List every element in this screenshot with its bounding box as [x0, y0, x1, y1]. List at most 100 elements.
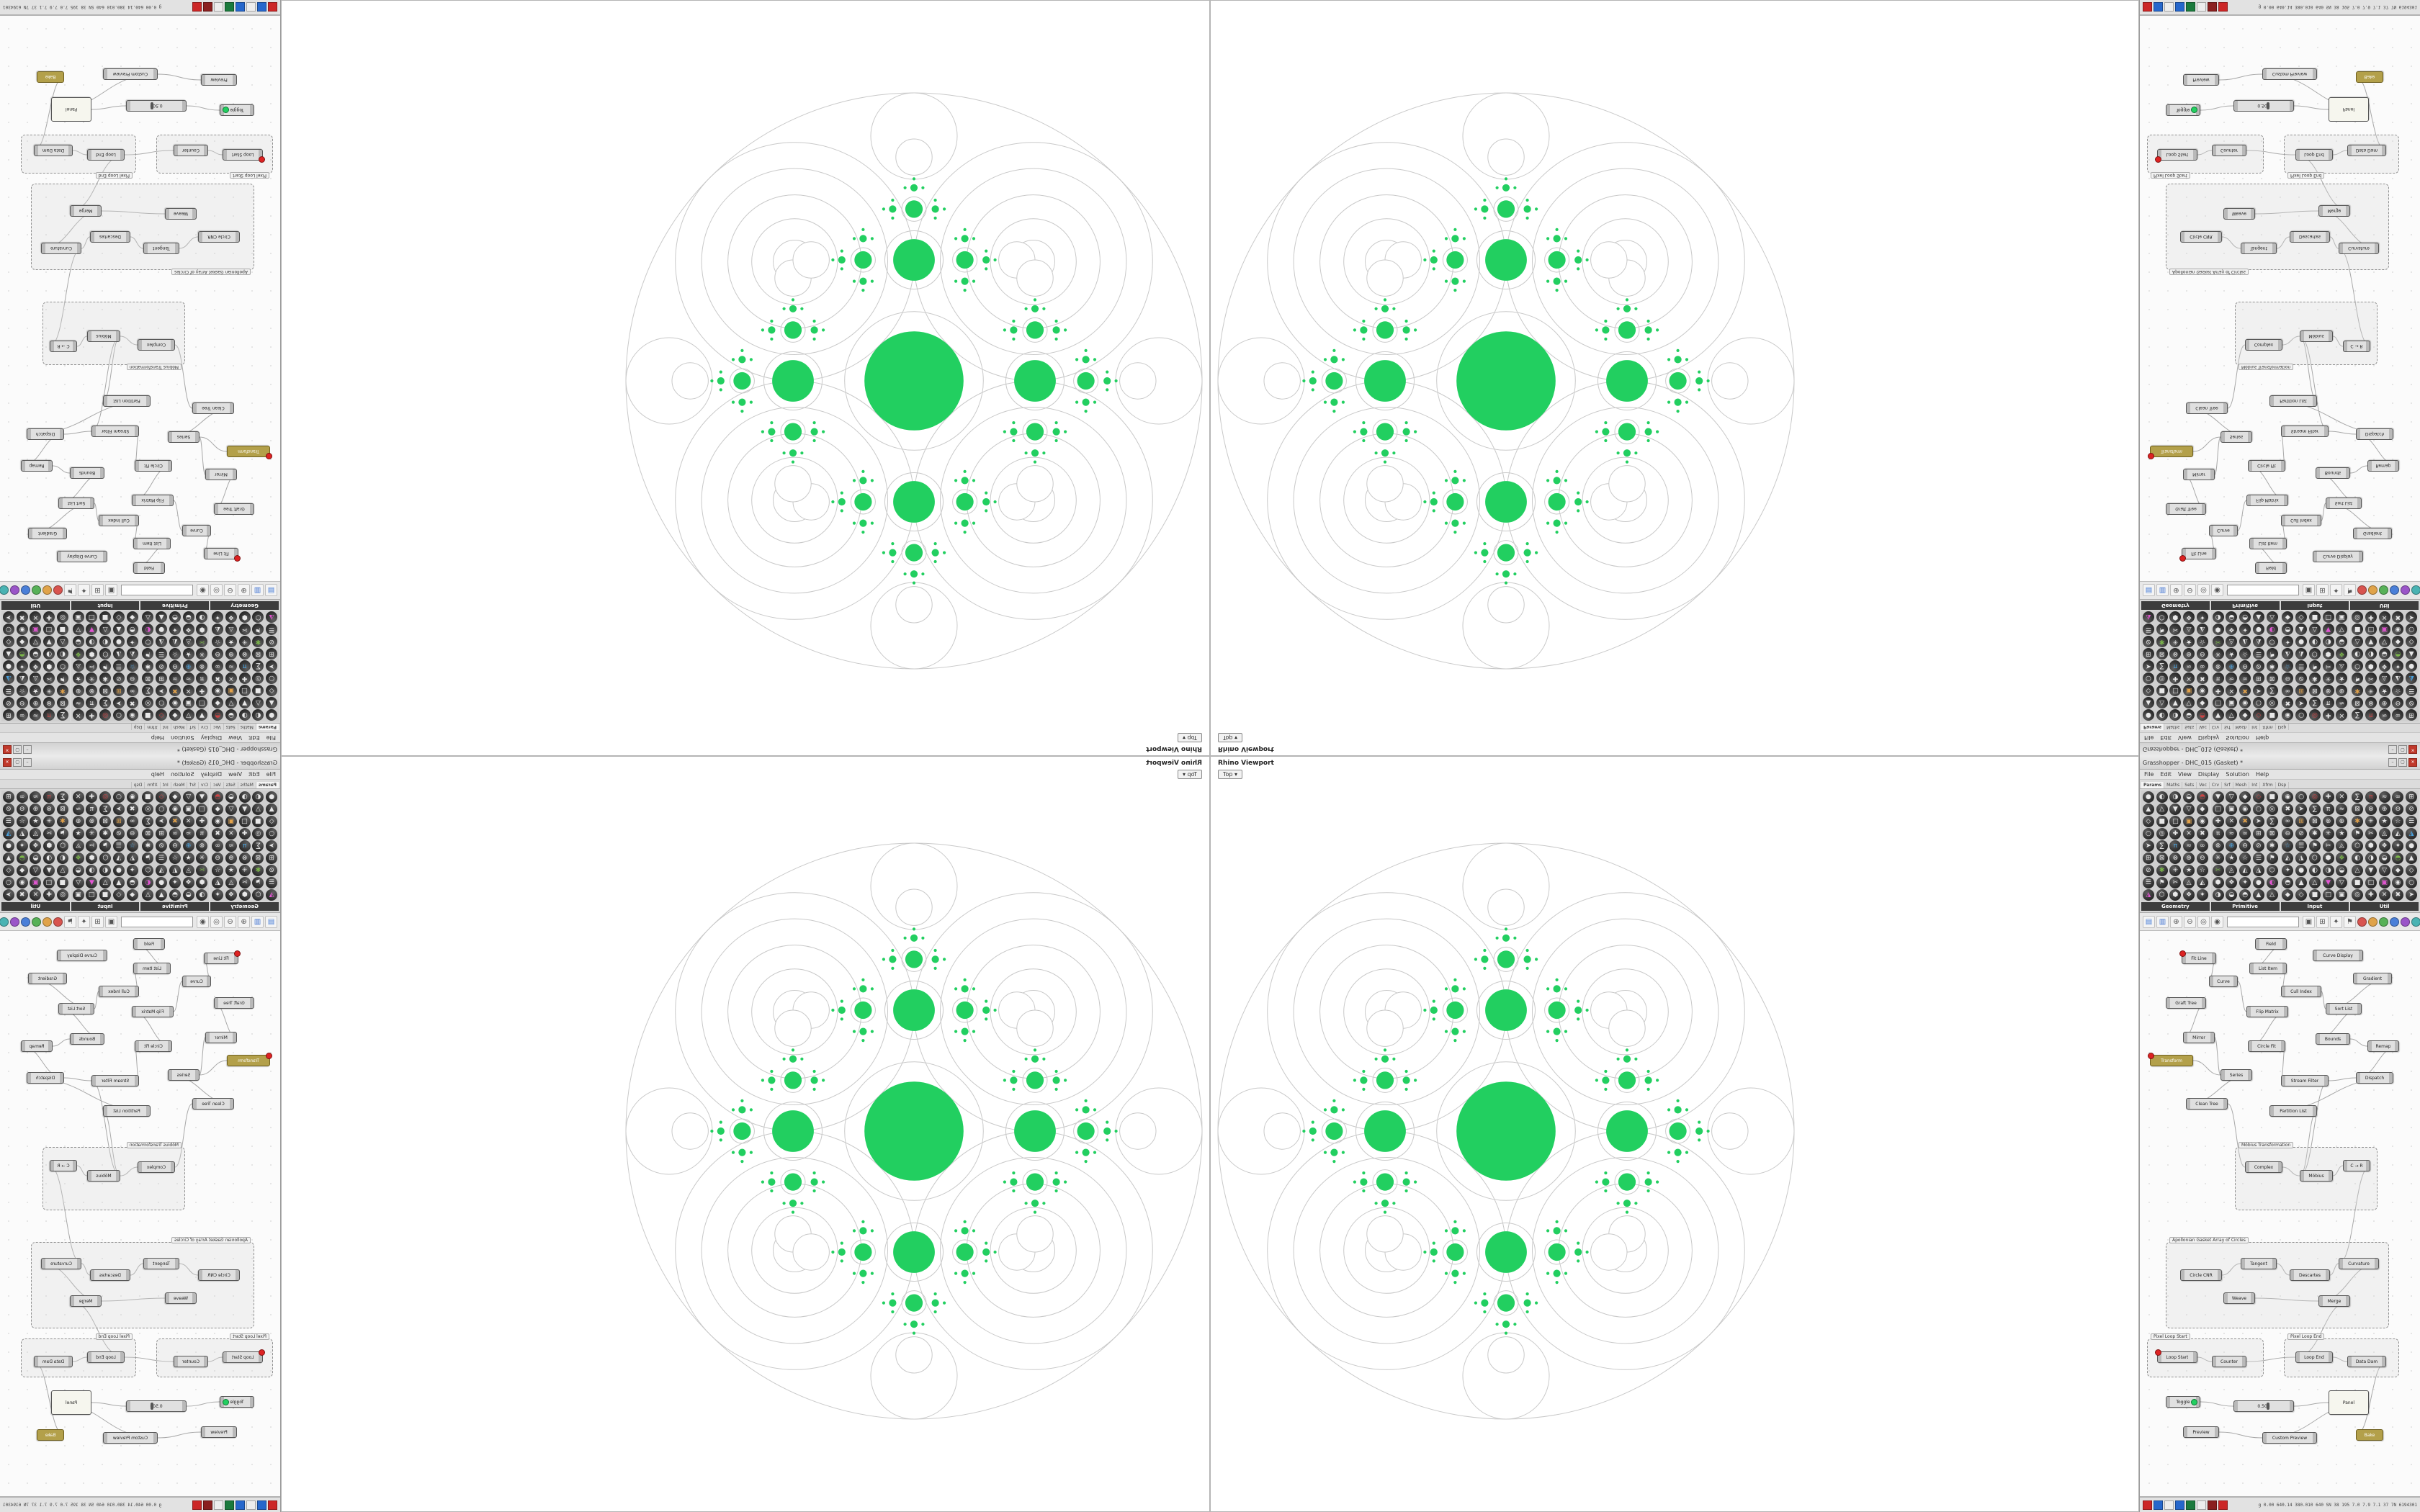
component-icon[interactable]: ✳	[2322, 672, 2334, 684]
component-icon[interactable]: ○	[112, 709, 125, 721]
component-tab-srf[interactable]: Srf	[2222, 782, 2233, 788]
component-icon[interactable]: ◬	[2183, 624, 2195, 635]
gh-node[interactable]: Fit Line	[2179, 950, 2216, 964]
gh-node[interactable]: Custom Preview	[2262, 68, 2317, 80]
gh-node[interactable]: Bounds	[70, 467, 104, 479]
component-icon[interactable]: ✚	[43, 889, 55, 901]
component-icon[interactable]: ⬢	[2169, 889, 2182, 901]
component-tab-mesh[interactable]: Mesh	[170, 724, 187, 730]
component-icon[interactable]: ●	[156, 877, 168, 888]
node-group[interactable]: Apollonian Gasket Array of Circles	[31, 184, 254, 275]
gh-node[interactable]: Counter	[2212, 145, 2246, 156]
zoom-extents-icon[interactable]: ◎	[2197, 915, 2210, 928]
gh-node[interactable]: Bake	[37, 71, 64, 83]
component-icon[interactable]: ◑	[2169, 709, 2182, 721]
component-icon[interactable]: ≈	[182, 828, 194, 840]
component-icon[interactable]: ◮	[112, 852, 125, 864]
component-icon[interactable]: ▽	[2183, 804, 2195, 815]
gh-node[interactable]: C → R	[2343, 341, 2370, 352]
component-icon[interactable]: ⚑	[252, 624, 264, 635]
component-tab-srf[interactable]: Srf	[187, 724, 198, 730]
gh-node[interactable]: Möbius	[87, 1170, 120, 1182]
component-icon[interactable]: △	[99, 877, 112, 888]
component-icon[interactable]: ◆	[169, 709, 181, 721]
rhino-viewport-window[interactable]: Rhino Viewport Top ▾	[1210, 0, 2139, 756]
gh-node[interactable]: Panel	[2329, 97, 2369, 122]
menu-item-file[interactable]: File	[2144, 734, 2154, 741]
component-icon[interactable]: ◇	[2252, 791, 2264, 803]
component-icon[interactable]: ▼	[86, 877, 98, 888]
component-icon[interactable]: ≈	[225, 660, 237, 672]
component-tab-mesh[interactable]: Mesh	[2233, 724, 2250, 730]
gh-node[interactable]: Flip Matrix	[2246, 1006, 2288, 1017]
component-icon[interactable]: ■	[2308, 611, 2321, 623]
component-icon[interactable]: ✖	[126, 697, 138, 708]
component-icon[interactable]: ✚	[2212, 816, 2224, 827]
component-icon[interactable]: ◑	[86, 636, 98, 647]
menu-item-help[interactable]: Help	[151, 771, 165, 778]
taskbar-icon[interactable]	[192, 2, 202, 12]
component-icon[interactable]: ∑	[2352, 791, 2364, 803]
component-icon[interactable]: ⬢	[2365, 840, 2377, 852]
component-icon[interactable]: ⊗	[2212, 840, 2224, 852]
gh-node[interactable]: Counter	[174, 145, 208, 156]
gh-node[interactable]: Weave	[165, 1292, 197, 1304]
component-icon[interactable]: △	[2156, 804, 2168, 815]
component-icon[interactable]: ◒	[182, 889, 194, 901]
component-icon[interactable]: ▣	[182, 697, 194, 708]
gh-node[interactable]: Weave	[165, 208, 197, 220]
component-icon[interactable]: ◐	[252, 791, 264, 803]
component-icon[interactable]: ■	[142, 709, 154, 721]
gh-node[interactable]: Cull Index	[2281, 986, 2321, 997]
component-icon[interactable]: ○	[2252, 804, 2264, 815]
component-icon[interactable]: ▣	[72, 889, 84, 901]
component-icon[interactable]: ○	[2, 624, 14, 635]
component-icon[interactable]: ⚑	[2352, 672, 2364, 684]
component-icon[interactable]: ⊖	[212, 648, 224, 660]
component-icon[interactable]: ✖	[2392, 889, 2404, 901]
component-icon[interactable]: π	[2322, 804, 2334, 815]
component-icon[interactable]: ◉	[2196, 685, 2208, 696]
component-icon[interactable]: ◉	[2392, 877, 2404, 888]
component-icon[interactable]: □	[2322, 889, 2334, 901]
component-icon[interactable]: ◑	[86, 865, 98, 876]
gh-canvas[interactable]: Möbius Transformation Apollonian Gasket A…	[2140, 931, 2420, 1497]
component-icon[interactable]: ☆	[2392, 685, 2404, 696]
palette-group-label[interactable]: Util	[2350, 601, 2419, 610]
component-icon[interactable]: ∞	[2282, 816, 2294, 827]
component-icon[interactable]: ⊘	[2406, 697, 2418, 708]
gh-node[interactable]: 0.500	[126, 1400, 187, 1412]
component-icon[interactable]: ❖	[182, 877, 194, 888]
component-icon[interactable]: ○	[2252, 697, 2264, 708]
component-icon[interactable]: ○	[156, 804, 168, 815]
component-icon[interactable]: ◇	[2406, 865, 2418, 876]
component-icon[interactable]: ◓	[169, 611, 181, 623]
gh-node[interactable]: Stream Filter	[91, 1075, 139, 1086]
component-icon[interactable]: ✚	[2322, 791, 2334, 803]
component-icon[interactable]: ✱	[142, 660, 154, 672]
component-icon[interactable]: ●	[156, 624, 168, 635]
component-icon[interactable]: ✱	[2156, 865, 2168, 876]
component-icon[interactable]: ◉	[126, 791, 138, 803]
component-tab-dsp[interactable]: Dsp	[2275, 724, 2290, 730]
component-icon[interactable]: ◐	[2156, 791, 2168, 803]
gh-node[interactable]: Curve	[182, 525, 211, 536]
palette-group-label[interactable]: Primitive	[140, 601, 210, 610]
render-icon[interactable]: ✦	[78, 915, 90, 928]
display-color-ball[interactable]	[0, 585, 9, 595]
component-icon[interactable]: △	[142, 611, 154, 623]
component-icon[interactable]: ◒	[2183, 791, 2195, 803]
component-icon[interactable]: ★	[2336, 828, 2348, 840]
component-icon[interactable]: ▼	[196, 791, 208, 803]
component-icon[interactable]: ∞	[2196, 840, 2208, 852]
gh-node[interactable]: Descartes	[90, 231, 130, 243]
component-tab-sets[interactable]: Sets	[2182, 724, 2197, 730]
component-icon[interactable]: ▼	[196, 709, 208, 721]
gh-node[interactable]: Weave	[2223, 208, 2255, 220]
component-icon[interactable]: ◮	[2295, 852, 2308, 864]
preview-icon[interactable]: ◉	[2211, 584, 2223, 597]
component-icon[interactable]: ◑	[196, 889, 208, 901]
component-icon[interactable]: ✳	[2365, 816, 2377, 827]
component-icon[interactable]: ≈	[72, 804, 84, 815]
component-icon[interactable]: ■	[56, 624, 68, 635]
